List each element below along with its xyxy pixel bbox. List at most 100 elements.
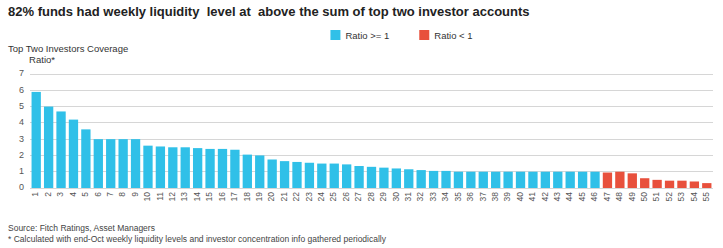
x-tick-label: 17: [229, 192, 239, 202]
bar: [578, 172, 587, 188]
bar: [280, 161, 289, 188]
bar: [417, 170, 426, 188]
bar: [603, 173, 612, 188]
x-tick-label: 45: [577, 192, 587, 202]
bar: [541, 172, 550, 188]
x-tick-label: 5: [80, 192, 90, 197]
x-tick-label: 48: [614, 192, 624, 202]
bar: [528, 172, 537, 188]
bar: [243, 155, 252, 188]
x-tick-label: 2: [43, 192, 53, 197]
x-tick-label: 43: [552, 192, 562, 202]
x-tick-label: 11: [155, 192, 165, 201]
x-tick-label: 1: [30, 192, 40, 197]
bar: [404, 169, 413, 188]
x-tick-label: 47: [602, 192, 612, 202]
bar: [566, 172, 575, 188]
bar: [516, 172, 525, 188]
x-tick-label: 55: [701, 192, 711, 202]
x-tick-label: 6: [93, 192, 103, 197]
bar: [503, 172, 512, 188]
x-tick-label: 16: [217, 192, 227, 202]
y-axis-label: Top Two Investors Coverage: [8, 43, 128, 54]
bar: [168, 147, 177, 188]
bar: [118, 139, 127, 188]
x-tick-label: 49: [627, 192, 637, 202]
x-tick-label: 40: [515, 192, 525, 202]
bar: [81, 129, 90, 188]
bar: [640, 178, 649, 188]
x-tick-label: 26: [341, 192, 351, 202]
bar: [441, 171, 450, 188]
x-tick-label: 9: [130, 192, 140, 197]
x-tick-label: 30: [391, 192, 401, 202]
bar: [367, 167, 376, 188]
x-tick-label: 21: [279, 192, 289, 202]
x-tick-label: 28: [366, 192, 376, 202]
bar: [690, 181, 699, 188]
bar: [590, 172, 599, 188]
x-tick-label: 29: [378, 192, 388, 202]
bar: [677, 181, 686, 188]
bar: [317, 164, 326, 188]
bar: [230, 150, 239, 188]
x-tick-label: 19: [254, 192, 264, 202]
grid-line: [30, 106, 713, 107]
x-tick-label: 13: [179, 192, 189, 202]
x-tick-label: 41: [527, 192, 537, 202]
x-tick-label: 4: [68, 192, 78, 197]
source-note: * Calculated with end-Oct weekly liquidi…: [8, 234, 387, 244]
bar: [702, 183, 711, 188]
x-tick-label: 51: [651, 192, 661, 202]
bar: [553, 172, 562, 188]
bar: [156, 146, 165, 188]
y-tick-label: 1: [19, 166, 24, 176]
bar: [392, 168, 401, 188]
x-tick-label: 39: [502, 192, 512, 202]
x-tick-label: 20: [266, 192, 276, 202]
bar: [94, 139, 103, 188]
y-axis-label: Ratio*: [8, 54, 55, 65]
legend-label: Ratio >= 1: [345, 30, 389, 41]
x-tick-label: 25: [328, 192, 338, 202]
bar: [205, 149, 214, 188]
bar: [615, 172, 624, 188]
x-tick-label: 22: [291, 192, 301, 202]
bar: [106, 139, 115, 188]
source-note: Source: Fitch Ratings, Asset Managers: [8, 223, 155, 233]
bar: [131, 139, 140, 188]
bars: [32, 92, 712, 188]
y-tick-label: 4: [19, 117, 24, 127]
x-tick-label: 10: [142, 192, 152, 202]
x-tick-label: 38: [490, 192, 500, 202]
y-tick-label: 2: [19, 150, 24, 160]
legend-swatch: [330, 30, 340, 40]
bar: [379, 168, 388, 188]
grid-line: [30, 90, 713, 91]
x-tick-label: 12: [167, 192, 177, 202]
bar: [628, 173, 637, 188]
bar: [652, 180, 661, 188]
y-tick-label: 0: [19, 182, 24, 192]
x-tick-label: 32: [415, 192, 425, 202]
chart: 82% funds had weekly liquidity level at …: [0, 0, 723, 248]
grid-line: [30, 74, 713, 75]
legend-label: Ratio < 1: [434, 30, 472, 41]
bar: [429, 171, 438, 188]
y-tick-label: 5: [19, 101, 24, 111]
x-tick-label: 15: [204, 192, 214, 202]
x-tick-label: 14: [192, 192, 202, 202]
x-tick-label: 3: [55, 192, 65, 197]
x-tick-label: 36: [465, 192, 475, 202]
x-tick-label: 18: [242, 192, 252, 202]
x-tick-label: 50: [639, 192, 649, 202]
legend-swatch: [419, 30, 429, 40]
x-tick-label: 52: [664, 192, 674, 202]
bar: [479, 172, 488, 188]
x-tick-label: 35: [453, 192, 463, 202]
x-tick-label: 34: [440, 192, 450, 202]
x-tick-label: 31: [403, 192, 413, 202]
bar: [267, 160, 276, 189]
grid-line: [30, 122, 713, 123]
y-tick-label: 3: [19, 134, 24, 144]
